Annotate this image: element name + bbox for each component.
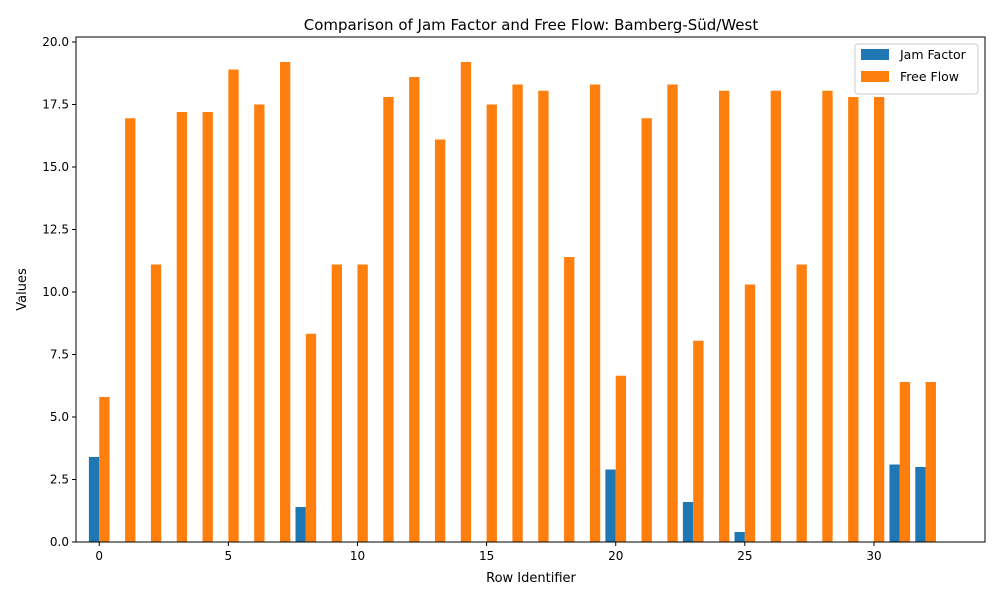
y-tick-label: 10.0	[42, 285, 69, 299]
free-flow-bar-23	[693, 340, 704, 542]
free-flow-bar-30	[873, 97, 885, 542]
free-flow-bar-4	[202, 112, 213, 542]
free-flow-bar-27	[796, 264, 807, 542]
free-flow-bar-2	[150, 264, 162, 542]
jam-factor-bar-25	[734, 532, 745, 542]
x-tick-label: 15	[479, 549, 494, 563]
y-tick-label: 0.0	[50, 535, 69, 549]
jam-factor-bar-8	[295, 507, 306, 542]
free-flow-bar-10	[357, 264, 368, 542]
jam-factor-bar-32	[915, 467, 926, 542]
free-flow-bar-9	[331, 264, 342, 542]
y-tick-label: 7.5	[50, 348, 69, 362]
free-flow-bar-32	[925, 382, 936, 542]
y-tick-label: 5.0	[50, 410, 69, 424]
free-flow-bar-28	[822, 90, 833, 542]
jam-factor-bar-23	[682, 502, 694, 542]
free-flow-bar-26	[770, 90, 781, 542]
jam-factor-bar-20	[605, 469, 616, 542]
free-flow-bar-13	[434, 139, 446, 542]
legend-swatch-jam-factor	[861, 49, 889, 60]
free-flow-bar-12	[409, 77, 420, 542]
jam-factor-bar-31	[889, 464, 900, 542]
free-flow-bar-3	[176, 112, 188, 542]
legend: Jam Factor Free Flow	[854, 43, 979, 95]
x-tick-label: 20	[608, 549, 623, 563]
jam-factor-bar-0	[88, 457, 100, 542]
free-flow-bar-7	[280, 62, 291, 542]
free-flow-bar-8	[305, 333, 317, 542]
y-tick-label: 17.5	[42, 98, 69, 112]
plot-frame	[75, 36, 986, 543]
plot-area	[88, 62, 936, 542]
x-tick-label: 0	[95, 549, 103, 563]
legend-swatch-free-flow	[861, 71, 889, 82]
free-flow-bar-5	[228, 69, 239, 542]
free-flow-bar-6	[254, 104, 265, 542]
y-tick-label: 12.5	[42, 223, 69, 237]
free-flow-bar-29	[848, 97, 859, 542]
free-flow-bar-20	[615, 375, 627, 542]
free-flow-bar-0	[99, 397, 110, 542]
free-flow-bar-15	[486, 104, 497, 542]
x-tick-label: 5	[225, 549, 233, 563]
chart-title: Comparison of Jam Factor and Free Flow: …	[304, 16, 759, 34]
y-tick-label: 2.5	[50, 473, 69, 487]
free-flow-bar-24	[719, 90, 730, 542]
x-tick-label: 25	[737, 549, 752, 563]
x-tick-label: 10	[350, 549, 365, 563]
legend-label-free-flow: Free Flow	[900, 69, 959, 84]
free-flow-bar-22	[667, 84, 678, 542]
x-tick-label: 30	[866, 549, 881, 563]
free-flow-bar-21	[641, 118, 652, 542]
free-flow-bar-19	[589, 84, 601, 542]
free-flow-bar-31	[899, 382, 911, 542]
x-axis-label: Row Identifier	[486, 571, 576, 586]
legend-label-jam-factor: Jam Factor	[899, 47, 967, 62]
y-axis-label: Values	[15, 268, 30, 311]
free-flow-bar-1	[125, 118, 136, 542]
free-flow-bar-25	[744, 284, 756, 542]
y-tick-label: 20.0	[42, 35, 69, 49]
free-flow-bar-16	[512, 84, 523, 542]
free-flow-bar-14	[460, 62, 472, 542]
free-flow-bar-18	[564, 257, 575, 542]
free-flow-bar-11	[383, 97, 394, 542]
y-tick-label: 15.0	[42, 160, 69, 174]
free-flow-bar-17	[538, 90, 549, 542]
